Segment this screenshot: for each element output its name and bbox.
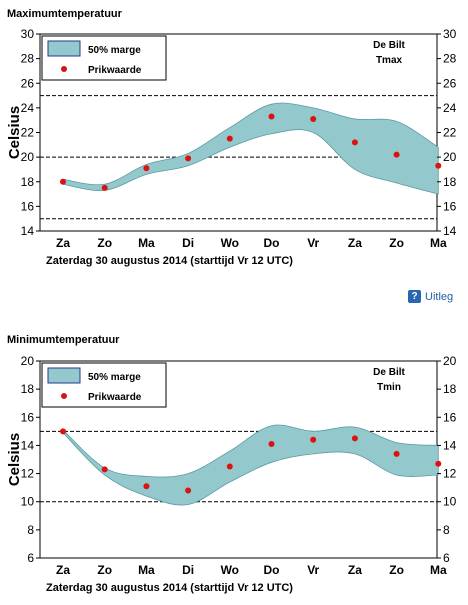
ytick-label-right-24: 24 (443, 101, 457, 115)
data-point-9 (435, 460, 442, 467)
xtick-label-4: Wo (221, 236, 239, 250)
help-link[interactable]: ? Uitleg (408, 290, 453, 303)
x-axis-subtitle: Zaterdag 30 augustus 2014 (starttijd Vr … (46, 255, 293, 267)
variable-label: Tmax (376, 55, 403, 66)
data-point-2 (143, 165, 150, 172)
legend-point-swatch (61, 66, 67, 72)
data-point-9 (435, 162, 442, 169)
data-point-5 (268, 441, 275, 448)
xtick-label-4: Wo (221, 563, 239, 577)
ytick-label-right-8: 8 (443, 523, 450, 537)
xtick-label-0: Za (56, 563, 70, 577)
y-axis-label: Celsius (6, 433, 23, 486)
ytick-label-right-22: 22 (443, 126, 457, 140)
legend-band-swatch (47, 40, 81, 57)
ytick-label-right-14: 14 (443, 438, 457, 452)
data-point-7 (351, 139, 358, 146)
ytick-label-left-12: 12 (21, 467, 35, 481)
ytick-label-right-20: 20 (443, 354, 457, 368)
ytick-label-left-14: 14 (21, 224, 35, 238)
ytick-label-left-10: 10 (21, 495, 35, 509)
xtick-label-9: Ma (430, 563, 447, 577)
data-point-6 (310, 115, 317, 122)
ytick-label-left-24: 24 (21, 101, 35, 115)
data-point-0 (60, 428, 66, 435)
ytick-label-right-14: 14 (443, 224, 457, 238)
ytick-label-right-20: 20 (443, 150, 457, 164)
ytick-label-left-8: 8 (27, 523, 34, 537)
data-point-8 (393, 151, 400, 158)
ytick-label-right-30: 30 (443, 27, 457, 41)
legend-band-label: 50% marge (88, 45, 141, 56)
question-icon: ? (408, 290, 421, 303)
ytick-label-right-16: 16 (443, 199, 457, 213)
help-label: Uitleg (425, 290, 454, 303)
xtick-label-5: Do (264, 236, 280, 250)
legend-band-label: 50% marge (88, 372, 141, 383)
ytick-label-left-16: 16 (21, 199, 35, 213)
ytick-label-left-6: 6 (27, 551, 34, 565)
xtick-label-1: Zo (97, 563, 112, 577)
legend-band-swatch (47, 367, 81, 384)
data-point-1 (101, 466, 108, 473)
data-point-6 (310, 436, 317, 443)
ytick-label-left-26: 26 (21, 76, 35, 90)
xtick-label-8: Zo (389, 563, 404, 577)
data-point-4 (226, 463, 233, 470)
xtick-label-7: Za (348, 236, 362, 250)
ytick-label-left-20: 20 (21, 354, 35, 368)
xtick-label-3: Di (182, 236, 194, 250)
tmin-chart: 6 6 8 8 10 10 12 12 14 14 16 16 18 18 20 20 Za Zo Ma Di Wo Do… (6, 354, 457, 594)
xtick-label-3: Di (182, 563, 194, 577)
chart-title-tmin: Minimumtemperatuur (7, 334, 120, 346)
y-axis-label: Celsius (6, 106, 23, 159)
ytick-label-right-18: 18 (443, 382, 457, 396)
xtick-label-7: Za (348, 563, 362, 577)
xtick-label-2: Ma (138, 236, 155, 250)
band-50-marge (62, 102, 439, 195)
ytick-label-right-18: 18 (443, 175, 457, 189)
data-point-7 (351, 435, 358, 442)
x-axis-subtitle: Zaterdag 30 augustus 2014 (starttijd Vr … (46, 582, 293, 594)
ytick-label-right-26: 26 (443, 76, 457, 90)
data-point-3 (185, 487, 192, 494)
ytick-label-left-28: 28 (21, 52, 35, 66)
xtick-label-6: Vr (307, 563, 319, 577)
station-label: De Bilt (373, 367, 405, 378)
data-point-1 (101, 184, 108, 191)
xtick-label-9: Ma (430, 236, 447, 250)
data-point-5 (268, 113, 275, 120)
ytick-label-right-10: 10 (443, 495, 457, 509)
data-point-8 (393, 450, 400, 457)
ytick-label-left-16: 16 (21, 410, 35, 424)
ytick-label-right-16: 16 (443, 410, 457, 424)
xtick-label-8: Zo (389, 236, 404, 250)
ytick-label-left-18: 18 (21, 175, 35, 189)
data-point-2 (143, 483, 150, 490)
ytick-label-left-20: 20 (21, 150, 35, 164)
data-point-4 (226, 135, 233, 142)
ytick-label-left-22: 22 (21, 126, 35, 140)
ytick-label-left-30: 30 (21, 27, 35, 41)
ytick-label-left-18: 18 (21, 382, 35, 396)
ytick-label-right-6: 6 (443, 551, 450, 565)
data-point-0 (60, 178, 66, 185)
ytick-label-right-12: 12 (443, 467, 457, 481)
data-point-3 (185, 155, 192, 162)
tmax-chart: 14 14 16 16 18 18 20 20 22 22 24 24 26 26 28 28 30 30 Za Zo… (6, 27, 457, 267)
ytick-label-left-14: 14 (21, 438, 35, 452)
legend-point-swatch (61, 393, 67, 399)
xtick-label-0: Za (56, 236, 70, 250)
legend-point-label: Prikwaarde (88, 392, 142, 403)
xtick-label-1: Zo (97, 236, 112, 250)
legend-point-label: Prikwaarde (88, 65, 142, 76)
station-label: De Bilt (373, 40, 405, 51)
xtick-label-6: Vr (307, 236, 319, 250)
xtick-label-5: Do (264, 563, 280, 577)
chart-title-tmax: Maximumtemperatuur (7, 8, 122, 20)
xtick-label-2: Ma (138, 563, 155, 577)
band-50-marge (62, 424, 439, 506)
ytick-label-right-28: 28 (443, 52, 457, 66)
variable-label: Tmin (377, 382, 401, 393)
